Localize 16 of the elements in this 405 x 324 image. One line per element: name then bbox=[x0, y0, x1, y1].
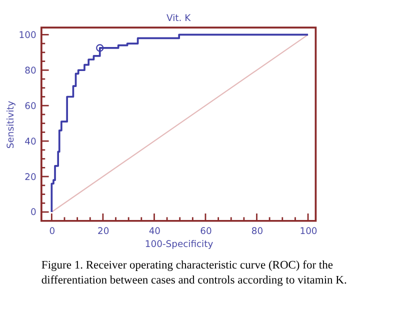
y-tick-label: 0 bbox=[30, 207, 36, 218]
y-tick-label: 100 bbox=[18, 30, 36, 41]
x-tick-label: 60 bbox=[200, 226, 212, 238]
x-axis-title: 100-Specificity bbox=[144, 239, 214, 250]
x-tick-label: 80 bbox=[251, 226, 264, 238]
y-tick-label: 40 bbox=[24, 136, 36, 148]
caption: Figure 1. Receiver operating characteristic curve (ROC) for the differentiation between cases and controls according to vitamin K. bbox=[41, 260, 347, 286]
y-tick-label: 20 bbox=[24, 172, 36, 183]
x-tick-label: 100 bbox=[300, 226, 318, 238]
x-tick-label: 0 bbox=[49, 226, 56, 238]
y-tick-label: 80 bbox=[24, 65, 36, 76]
chart-title: Vit. K bbox=[166, 13, 192, 24]
y-axis-title: Sensitivity bbox=[5, 100, 16, 149]
x-tick-label: 40 bbox=[148, 226, 161, 238]
y-tick-label: 60 bbox=[24, 100, 36, 112]
x-tick-label: 20 bbox=[98, 226, 110, 238]
